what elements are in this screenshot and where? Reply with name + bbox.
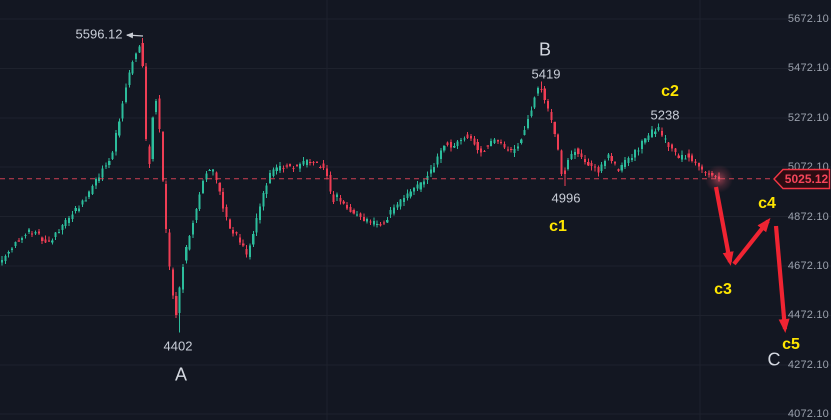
price-tag: 5025.12	[773, 168, 831, 190]
price-tag-value: 5025.12	[784, 171, 829, 186]
axis-label-4872.10: 4872.10	[787, 210, 829, 223]
annotation-c1[interactable]: c1	[549, 218, 567, 235]
annotation-wave-a[interactable]: A	[174, 364, 188, 385]
price-axis[interactable]: 5672.10 5472.10 5272.10 5072.10 4872.10 4672.…	[771, 0, 831, 420]
axis-label-4472.10: 4472.10	[787, 309, 829, 322]
axis-label-4072.10: 4072.10	[787, 408, 829, 420]
annotation-c2[interactable]: c2	[661, 83, 679, 100]
last-trade-glow	[705, 164, 733, 193]
annotation-c5[interactable]: c5	[782, 336, 800, 353]
arrow-correction-up[interactable]	[732, 217, 771, 266]
arrow-impulse-down-2[interactable]	[773, 225, 790, 333]
annotation-label-5238[interactable]: 5238	[650, 107, 680, 123]
peak-pointer-arrow[interactable]	[126, 32, 144, 39]
annotation-high-5596[interactable]: 5596.12	[75, 26, 123, 42]
axis-label-5472.10: 5472.10	[787, 62, 829, 75]
annotation-label-4402[interactable]: 4402	[163, 338, 193, 354]
annotation-wave-c[interactable]: C	[767, 349, 781, 370]
annotation-wave-b[interactable]: B	[538, 39, 552, 60]
arrow-impulse-down-1[interactable]	[713, 186, 734, 266]
axis-label-4272.10: 4272.10	[787, 358, 829, 371]
annotation-c4[interactable]: c4	[758, 195, 776, 212]
annotation-c3[interactable]: c3	[714, 281, 732, 298]
price-tag-shape	[773, 168, 831, 189]
projection-arrows[interactable]	[713, 186, 790, 333]
annotation-label-5419[interactable]: 5419	[531, 66, 561, 82]
annotation-label-4996[interactable]: 4996	[551, 190, 581, 206]
axis-label-5672.10: 5672.10	[787, 13, 829, 25]
axis-label-5272.10: 5272.10	[787, 111, 829, 124]
candles	[0, 37, 720, 333]
axis-label-4672.10: 4672.10	[787, 260, 829, 272]
